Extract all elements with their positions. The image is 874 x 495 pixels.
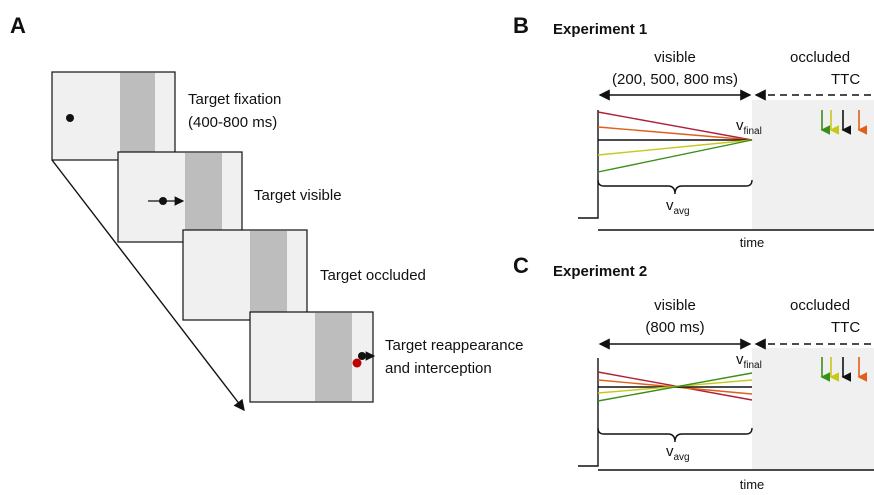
subscript: avg	[674, 452, 690, 463]
phase-label: occluded	[790, 297, 850, 314]
step-label: Target visible	[254, 187, 342, 204]
panel-label: A	[10, 13, 26, 38]
step-label: (400-800 ms)	[188, 114, 277, 131]
v-final: vfinal	[736, 117, 762, 137]
phase-duration: (200, 500, 800 ms)	[612, 71, 738, 88]
v: v	[666, 443, 674, 460]
panel-label: C	[513, 253, 529, 278]
time-arrow	[51, 159, 245, 412]
panel-c: C Experiment 2 visible (800 ms) occluded…	[513, 253, 874, 492]
step-label: Target occluded	[320, 267, 426, 284]
occluded-region	[752, 100, 874, 230]
panel-title: Experiment 1	[553, 21, 647, 38]
occluded-region	[752, 348, 874, 470]
frame	[51, 71, 176, 161]
frame	[117, 151, 243, 243]
v: v	[736, 117, 744, 134]
step-label: and interception	[385, 360, 492, 377]
panel-b: B Experiment 1 visible (200, 500, 800 ms…	[513, 13, 874, 250]
v: v	[736, 351, 744, 368]
phase-duration: (800 ms)	[645, 319, 704, 336]
frame	[249, 311, 376, 403]
ttc-label: TTC	[831, 71, 860, 88]
subscript: final	[744, 126, 762, 137]
x-axis-label: time	[740, 477, 765, 492]
phase-label: visible	[654, 49, 696, 66]
v-avg: vavg	[666, 443, 690, 463]
phase-label: occluded	[790, 49, 850, 66]
panel-title: Experiment 2	[553, 263, 647, 280]
subscript: final	[744, 360, 762, 371]
step-label: Target fixation	[188, 91, 281, 108]
x-axis-label: time	[740, 235, 765, 250]
subscript: avg	[674, 206, 690, 217]
ttc-label: TTC	[831, 319, 860, 336]
phase-label: visible	[654, 297, 696, 314]
v: v	[666, 197, 674, 214]
v-final: vfinal	[736, 351, 762, 371]
v-avg: vavg	[666, 197, 690, 217]
step-label: Target reappearance	[385, 337, 523, 354]
frame	[182, 229, 308, 321]
panel-label: B	[513, 13, 529, 38]
